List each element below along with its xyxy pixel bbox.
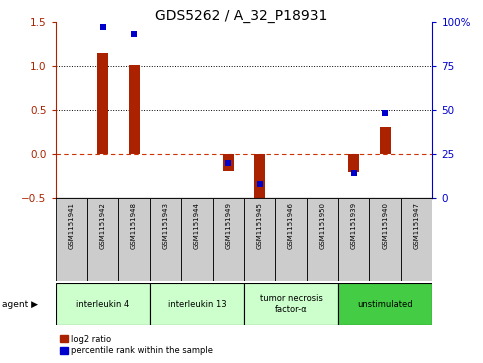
Text: GSM1151944: GSM1151944 <box>194 202 200 249</box>
Bar <box>213 198 244 281</box>
Bar <box>348 154 359 172</box>
Text: unstimulated: unstimulated <box>357 299 413 309</box>
Text: tumor necrosis
factor-α: tumor necrosis factor-α <box>259 294 323 314</box>
Text: GSM1151942: GSM1151942 <box>99 202 106 249</box>
Text: GSM1151940: GSM1151940 <box>382 202 388 249</box>
Text: GSM1151946: GSM1151946 <box>288 202 294 249</box>
Bar <box>223 154 234 171</box>
Text: GSM1151949: GSM1151949 <box>225 202 231 249</box>
Text: interleukin 13: interleukin 13 <box>168 299 226 309</box>
Bar <box>401 198 432 281</box>
Bar <box>128 65 140 154</box>
Bar <box>254 154 265 203</box>
Bar <box>338 283 432 325</box>
Text: GSM1151941: GSM1151941 <box>68 202 74 249</box>
Text: GSM1151950: GSM1151950 <box>319 202 326 249</box>
Text: GDS5262 / A_32_P18931: GDS5262 / A_32_P18931 <box>156 9 327 23</box>
Bar <box>369 198 401 281</box>
Bar <box>380 127 391 154</box>
Bar <box>150 283 244 325</box>
Bar <box>56 283 150 325</box>
Bar <box>118 198 150 281</box>
Bar <box>150 198 181 281</box>
Text: agent ▶: agent ▶ <box>2 299 39 309</box>
Bar <box>87 198 118 281</box>
Text: interleukin 4: interleukin 4 <box>76 299 129 309</box>
Bar <box>338 198 369 281</box>
Text: GSM1151945: GSM1151945 <box>256 202 263 249</box>
Bar <box>244 283 338 325</box>
Text: GSM1151947: GSM1151947 <box>413 202 420 249</box>
Bar <box>97 53 108 154</box>
Bar <box>244 198 275 281</box>
Text: GSM1151943: GSM1151943 <box>162 202 169 249</box>
Legend: log2 ratio, percentile rank within the sample: log2 ratio, percentile rank within the s… <box>60 335 213 355</box>
Text: GSM1151939: GSM1151939 <box>351 202 357 249</box>
Bar <box>181 198 213 281</box>
Text: GSM1151948: GSM1151948 <box>131 202 137 249</box>
Bar <box>307 198 338 281</box>
Bar <box>56 198 87 281</box>
Bar <box>275 198 307 281</box>
